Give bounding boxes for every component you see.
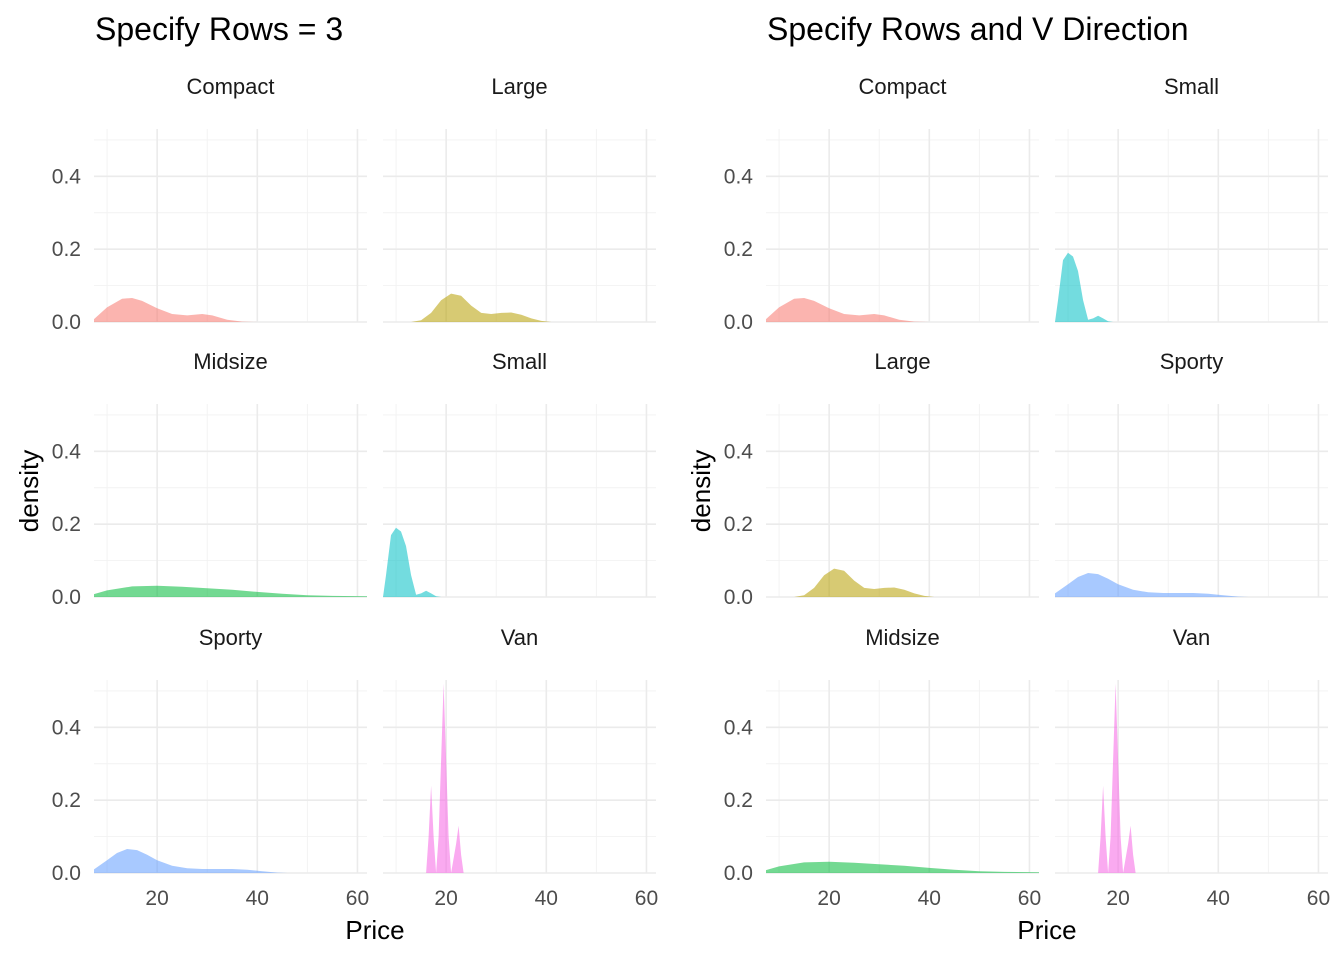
x-tick-label: 20 <box>1106 887 1129 910</box>
density-area-midsize <box>94 585 367 597</box>
strip-label: Large <box>874 349 930 374</box>
y-tick-label: 0.2 <box>52 789 81 812</box>
strip-label: Sporty <box>199 625 263 650</box>
chart-title: Specify Rows = 3 <box>95 11 343 47</box>
density-area-large <box>794 568 935 597</box>
strip-label: Van <box>501 625 539 650</box>
facet-panel-compact: Compact 0.0 0.2 0.4 <box>724 74 1039 334</box>
y-tick-label: 0.0 <box>52 586 81 609</box>
x-tick-label: 40 <box>246 887 269 910</box>
facet-panel-large: Large 0.0 0.2 0.4 <box>724 349 1039 609</box>
strip-label: Small <box>492 349 547 374</box>
x-tick-label: 20 <box>145 887 168 910</box>
density-area-large <box>411 293 552 322</box>
x-axis-label: Price <box>1017 915 1076 945</box>
y-tick-label: 0.4 <box>52 165 82 188</box>
y-tick-label: 0.2 <box>52 238 81 261</box>
facet-panel-small: Small <box>383 349 656 598</box>
density-area-small <box>383 527 442 597</box>
chart-2: Specify Rows and V Direction Compact 0.0 0.… <box>686 11 1330 945</box>
y-tick-label: 0.2 <box>724 513 753 536</box>
strip-label: Midsize <box>193 349 268 374</box>
x-tick-label: 40 <box>535 887 558 910</box>
y-tick-label: 0.4 <box>52 716 82 739</box>
y-tick-label: 0.4 <box>724 716 754 739</box>
facet-panel-small: Small <box>1055 74 1328 323</box>
x-tick-label: 60 <box>635 887 658 910</box>
x-tick-label: 60 <box>346 887 369 910</box>
facet-panel-compact: Compact 0.0 0.2 0.4 <box>52 74 367 334</box>
x-tick-label: 20 <box>434 887 457 910</box>
x-tick-label: 40 <box>918 887 941 910</box>
x-tick-label: 20 <box>817 887 840 910</box>
facet-panel-midsize: Midsize 0.0 0.2 0.4 <box>52 349 367 609</box>
facet-panel-van: Van 20 40 60 <box>1055 625 1330 910</box>
facet-panel-large: Large <box>383 74 656 323</box>
x-axis-label: Price <box>345 915 404 945</box>
facet-panel-midsize: Midsize 0.0 0.2 0.4 20 40 60 <box>724 625 1041 910</box>
density-area-sporty <box>1055 573 1249 597</box>
y-tick-label: 0.4 <box>724 165 754 188</box>
chart-1: Specify Rows = 3 Compact 0.0 0.2 0.4 Large Mid… <box>14 11 658 945</box>
strip-label: Van <box>1173 625 1211 650</box>
facet-panel-sporty: Sporty 0.0 0.2 0.4 20 40 60 <box>52 625 369 910</box>
density-area-van <box>1098 683 1136 873</box>
density-area-small <box>1055 252 1114 322</box>
y-tick-label: 0.4 <box>724 440 754 463</box>
chart-title: Specify Rows and V Direction <box>767 11 1189 47</box>
density-area-sporty <box>94 849 288 873</box>
density-area-compact <box>766 298 930 322</box>
facet-panel-van: Van 20 40 60 <box>383 625 658 910</box>
strip-label: Small <box>1164 74 1219 99</box>
x-tick-label: 60 <box>1307 887 1330 910</box>
strip-label: Compact <box>858 74 946 99</box>
density-area-midsize <box>766 861 1039 873</box>
strip-label: Sporty <box>1160 349 1224 374</box>
strip-label: Large <box>491 74 547 99</box>
facet-panel-sporty: Sporty <box>1055 349 1328 598</box>
y-tick-label: 0.0 <box>724 586 753 609</box>
y-tick-label: 0.0 <box>52 311 81 334</box>
y-tick-label: 0.2 <box>724 789 753 812</box>
x-tick-label: 40 <box>1207 887 1230 910</box>
y-axis-label: density <box>686 450 716 532</box>
y-axis-label: density <box>14 450 44 532</box>
y-tick-label: 0.2 <box>52 513 81 536</box>
density-area-compact <box>94 298 258 322</box>
density-area-van <box>426 683 464 873</box>
x-tick-label: 60 <box>1018 887 1041 910</box>
y-tick-label: 0.0 <box>724 862 753 885</box>
y-tick-label: 0.0 <box>52 862 81 885</box>
y-tick-label: 0.2 <box>724 238 753 261</box>
y-tick-label: 0.4 <box>52 440 82 463</box>
y-tick-label: 0.0 <box>724 311 753 334</box>
strip-label: Midsize <box>865 625 940 650</box>
strip-label: Compact <box>186 74 274 99</box>
